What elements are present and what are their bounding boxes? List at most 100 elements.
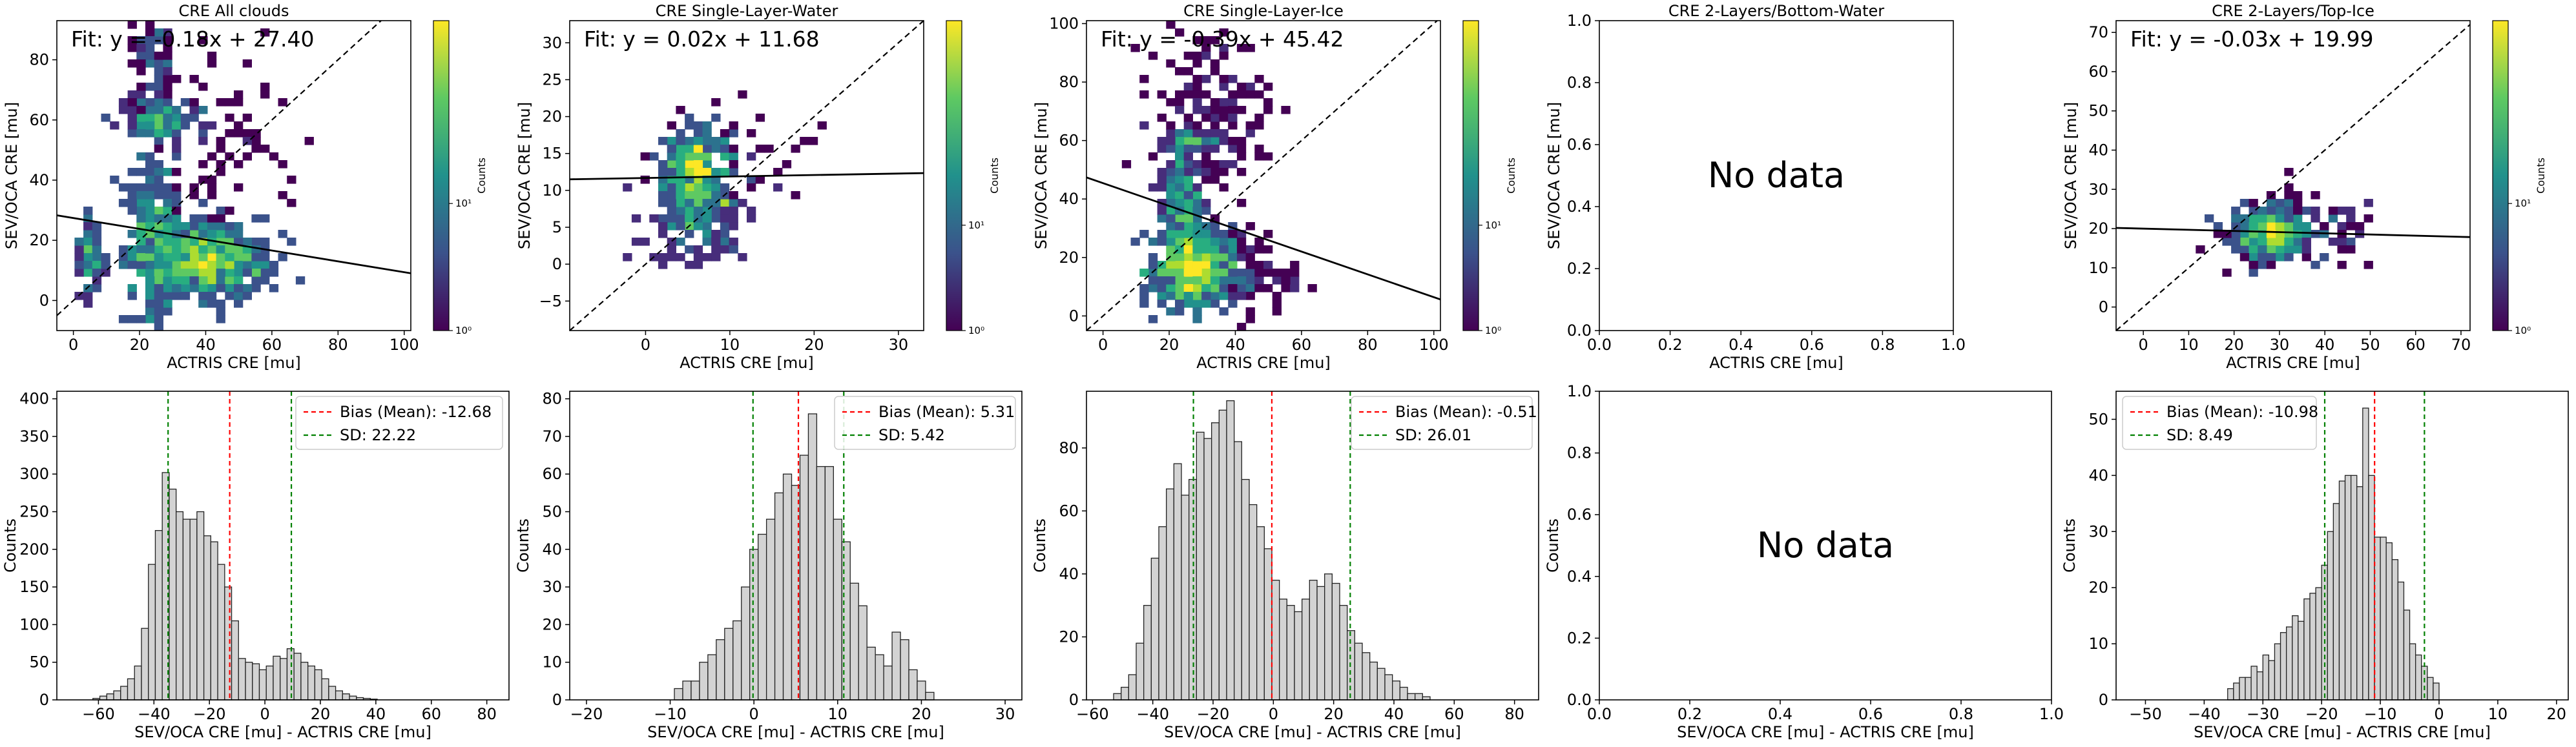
- heatmap-cell: [163, 191, 172, 200]
- heatmap-cell: [1228, 284, 1238, 292]
- y-tick-label: 10: [2088, 259, 2108, 277]
- heatmap-cell: [1148, 253, 1158, 261]
- heatmap-cell: [711, 168, 721, 176]
- heatmap-cell: [136, 129, 146, 138]
- heatmap-cell: [702, 160, 712, 169]
- y-tick-label: 10: [2088, 635, 2108, 653]
- heatmap-cell: [216, 207, 225, 215]
- heatmap-cell: [154, 28, 163, 37]
- heatmap-cell: [2284, 207, 2294, 215]
- plot-frame: [56, 391, 510, 701]
- colorbar-tick-label: 10¹: [968, 220, 984, 231]
- heatmap-cell: [1183, 52, 1193, 60]
- x-tick-label: 40: [1225, 336, 1245, 354]
- heatmap-cell: [1157, 214, 1167, 223]
- histogram-bar: [1263, 548, 1272, 701]
- heatmap-cell: [2337, 245, 2347, 254]
- x-tick-label: 60: [262, 336, 282, 354]
- heatmap-cell: [145, 129, 155, 138]
- heatmap-cell: [1210, 284, 1220, 292]
- histogram-bar: [300, 662, 309, 701]
- heatmap-cell: [234, 98, 244, 107]
- heatmap-cell: [145, 261, 155, 269]
- heatmap-cell: [1166, 292, 1176, 300]
- heatmap-cell: [1192, 121, 1202, 130]
- histogram-bar: [1339, 605, 1348, 701]
- heatmap-cell: [118, 253, 129, 261]
- heatmap-cell: [234, 121, 244, 130]
- heatmap-cell: [154, 121, 163, 130]
- histogram-bar: [182, 518, 191, 701]
- heatmap-cell: [242, 152, 252, 161]
- heatmap-cell: [2301, 253, 2311, 261]
- heatmap-cell: [640, 238, 650, 246]
- x-tick-label: 80: [328, 336, 348, 354]
- heatmap-cell: [189, 230, 199, 238]
- y-tick-label: 0: [39, 691, 49, 709]
- heatmap-cell: [127, 230, 137, 238]
- heatmap-cell: [1219, 253, 1229, 261]
- heatmap-cell: [92, 276, 102, 285]
- heatmap-cell: [711, 114, 721, 122]
- heatmap-cell: [145, 98, 155, 107]
- heatmap-cell: [172, 168, 182, 176]
- histogram-bar: [917, 680, 926, 701]
- heatmap-cell: [163, 183, 172, 192]
- y-tick-label: 0.2: [1567, 629, 1592, 647]
- heatmap-cell: [154, 114, 163, 122]
- heatmap-cell: [234, 276, 244, 285]
- heatmap-cell: [1192, 300, 1202, 308]
- plot-area: [1599, 21, 1953, 331]
- heatmap-cell: [1201, 145, 1211, 153]
- heatmap-cell: [154, 307, 163, 316]
- x-axis-label: SEV/OCA CRE [mu] - ACTRIS CRE [mu]: [2194, 723, 2491, 741]
- heatmap-cell: [1290, 261, 1300, 269]
- x-tick-label: 40: [366, 705, 386, 723]
- heatmap-cell: [127, 199, 137, 207]
- y-tick-label: 0.4: [1567, 568, 1592, 586]
- heatmap-cell: [1228, 106, 1238, 114]
- heatmap-cell: [1166, 276, 1176, 285]
- colorbar-tick-label: 10⁰: [455, 325, 472, 336]
- heatmap-cell: [154, 276, 163, 285]
- y-tick-label: 0: [39, 291, 49, 309]
- y-tick-label: −5: [539, 292, 562, 310]
- heatmap-cell: [676, 183, 685, 192]
- y-tick-label: 0: [1069, 307, 1079, 325]
- y-tick-label: 1.0: [1567, 382, 1592, 400]
- x-tick-label: 20: [130, 336, 150, 354]
- heatmap-cell: [1139, 292, 1149, 300]
- heatmap-cell: [198, 245, 208, 254]
- colorbar-tick-label: 10⁰: [2515, 325, 2531, 336]
- heatmap-cell: [693, 152, 703, 161]
- heatmap-cell: [163, 83, 172, 91]
- heatmap-cell: [118, 199, 129, 207]
- heatmap-cell: [1228, 90, 1238, 99]
- x-tick-label: 10: [828, 705, 848, 723]
- histogram-bar: [252, 663, 260, 701]
- x-tick-label: 0.4: [1768, 705, 1792, 723]
- histogram-bar: [807, 413, 818, 701]
- heatmap-cell: [154, 238, 163, 246]
- heatmap-cell: [1192, 199, 1202, 207]
- heatmap-cell: [1175, 176, 1185, 184]
- heatmap-cell: [1272, 269, 1282, 277]
- heatmap-cell: [83, 269, 93, 277]
- heatmap-cell: [693, 191, 703, 200]
- heatmap-cell: [163, 207, 172, 215]
- heatmap-cell: [242, 261, 252, 269]
- histogram-bar: [849, 582, 859, 701]
- heatmap-cell: [1254, 145, 1264, 153]
- heatmap-cell: [720, 129, 730, 138]
- heatmap-cell: [2196, 245, 2205, 254]
- heatmap-cell: [1183, 129, 1193, 138]
- heatmap-cell: [278, 230, 287, 238]
- heatmap-cell: [172, 183, 182, 192]
- heatmap-cell: [127, 114, 137, 122]
- x-axis-label: SEV/OCA CRE [mu] - ACTRIS CRE [mu]: [134, 723, 431, 741]
- heatmap-cell: [685, 121, 694, 130]
- no-data-label: No data: [1757, 525, 1894, 566]
- colorbar-tick-label: 10¹: [1485, 220, 1501, 231]
- heatmap-cell: [1219, 106, 1229, 114]
- heatmap-cell: [1210, 145, 1220, 153]
